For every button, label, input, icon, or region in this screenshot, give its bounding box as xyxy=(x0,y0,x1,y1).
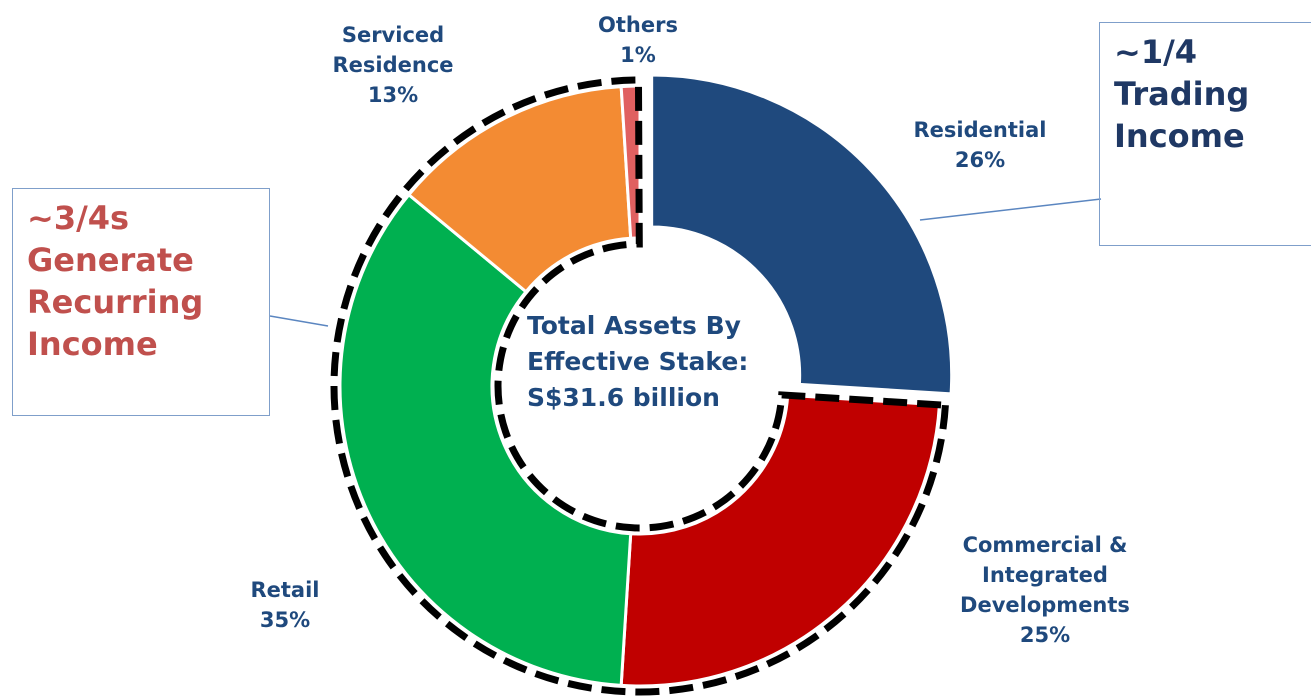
value-label: 25% xyxy=(1019,623,1071,647)
recurring-outline xyxy=(330,76,950,696)
annotation-box: ~3/4s Generate Recurring Income xyxy=(12,188,270,416)
data-label: Others 1% xyxy=(588,10,688,70)
category-label: Serviced Residence xyxy=(332,23,454,77)
value-label: 35% xyxy=(259,608,311,632)
data-label: Commercial & Integrated Developments 25% xyxy=(925,530,1165,650)
value-label: 26% xyxy=(954,148,1006,172)
category-label: Others xyxy=(598,13,678,37)
slice xyxy=(619,393,942,688)
category-label: Retail xyxy=(250,578,320,602)
slice xyxy=(406,85,633,294)
data-label: Retail 35% xyxy=(195,575,375,635)
annotation-box: ~1/4 Trading Income xyxy=(1099,22,1311,246)
leader-line xyxy=(919,198,1102,221)
data-label: Residential 26% xyxy=(890,115,1070,175)
data-label: Serviced Residence 13% xyxy=(318,20,468,110)
category-label: Residential xyxy=(913,118,1047,142)
center-text: Total Assets By Effective Stake: S$31.6 … xyxy=(527,311,749,412)
value-label: 1% xyxy=(620,43,656,67)
value-label: 13% xyxy=(367,83,419,107)
leader-line xyxy=(269,315,329,327)
slice xyxy=(650,73,954,396)
slice xyxy=(338,192,633,688)
category-label: Commercial & Integrated Developments xyxy=(960,533,1130,617)
